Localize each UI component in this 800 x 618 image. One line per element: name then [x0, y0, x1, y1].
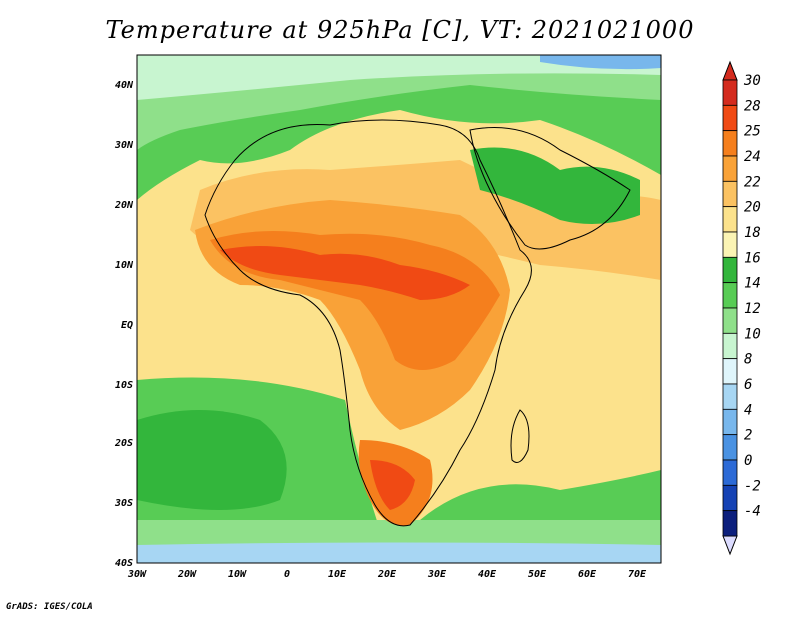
lat-tick-label: 20N	[114, 200, 134, 211]
lon-tick-label: 60E	[578, 569, 597, 580]
colorbar-label: 10	[744, 326, 761, 342]
lat-tick-label: 20S	[114, 438, 133, 449]
lat-axis: 40N 30N 20N 10N EQ 10S 20S 30S 40S	[114, 80, 134, 569]
lat-tick-label: 10N	[115, 260, 134, 271]
lon-tick-label: 10W	[228, 569, 247, 580]
arabia-coastline	[469, 127, 631, 250]
colorbar-swatch	[722, 282, 738, 309]
colorbar-swatch	[722, 256, 738, 284]
madagascar-coastline	[510, 409, 530, 463]
map-frame	[136, 54, 662, 564]
colorbar-top-arrow	[722, 60, 738, 81]
colorbar-label: 24	[744, 149, 761, 165]
colorbar-swatch	[722, 358, 738, 385]
colorbar-swatch	[722, 79, 738, 106]
lon-axis: 30W 20W 10W 0 10E 20E 30E 40E 50E 60E 70…	[127, 569, 647, 580]
lat-tick-label: 40S	[115, 558, 133, 569]
colorbar-swatch	[722, 434, 738, 461]
lon-tick-label: 0	[284, 569, 290, 580]
colorbar-swatch	[722, 180, 738, 208]
lon-tick-label: 40E	[478, 569, 497, 580]
lon-tick-label: 30E	[427, 569, 447, 580]
colorbar-label: 8	[744, 352, 752, 368]
colorbar-label: -2	[744, 478, 761, 494]
colorbar-label: 4	[744, 402, 752, 418]
colorbar-swatch	[722, 332, 738, 360]
colorbar-label: 28	[744, 98, 761, 114]
colorbar-label: 25	[744, 124, 761, 140]
credit-label: GrADS: IGES/COLA	[6, 602, 93, 612]
colorbar-label: 2	[744, 428, 752, 444]
chart-title: Temperature at 925hPa [C], VT: 202102100…	[105, 16, 695, 44]
lat-tick-label: 40N	[115, 80, 134, 91]
lon-tick-label: 50E	[528, 569, 547, 580]
colorbar-swatch	[722, 206, 738, 233]
africa-coastline	[204, 119, 532, 527]
lon-tick-label: 20W	[177, 569, 197, 580]
colorbar-swatch	[722, 459, 738, 486]
colorbar-swatch	[722, 130, 738, 157]
colorbar-label: 14	[744, 276, 761, 292]
colorbar-swatch	[722, 383, 738, 410]
colorbar-swatch	[722, 408, 738, 436]
colorbar-swatch	[722, 510, 738, 537]
colorbar-swatch	[722, 155, 738, 182]
colorbar-label: -4	[744, 504, 761, 520]
lon-tick-label: 70E	[628, 569, 647, 580]
colorbar-swatch	[722, 104, 738, 132]
colorbar-bottom-arrow	[722, 535, 738, 556]
lon-tick-label: 20E	[377, 569, 397, 580]
colorbar-label: 0	[744, 453, 752, 469]
lat-tick-label: 30N	[114, 140, 134, 151]
temperature-field	[137, 55, 661, 563]
lon-tick-label: 10E	[328, 569, 347, 580]
colorbar-label: 12	[744, 301, 761, 317]
colorbar-label: 16	[744, 250, 761, 266]
lon-tick-label: 30W	[127, 569, 147, 580]
colorbar-swatch	[722, 231, 738, 258]
lat-tick-label: 10S	[115, 380, 133, 391]
colorbar-label: 22	[744, 174, 761, 190]
colorbar-label: 18	[744, 225, 761, 241]
lat-tick-label: EQ	[121, 320, 133, 331]
colorbar-swatch	[722, 484, 738, 512]
colorbar-label: 30	[743, 73, 761, 89]
colorbar-label: 20	[744, 200, 761, 216]
lat-tick-label: 30S	[114, 498, 133, 509]
colorbar-swatch	[722, 307, 738, 334]
colorbar-label: 6	[744, 377, 752, 393]
